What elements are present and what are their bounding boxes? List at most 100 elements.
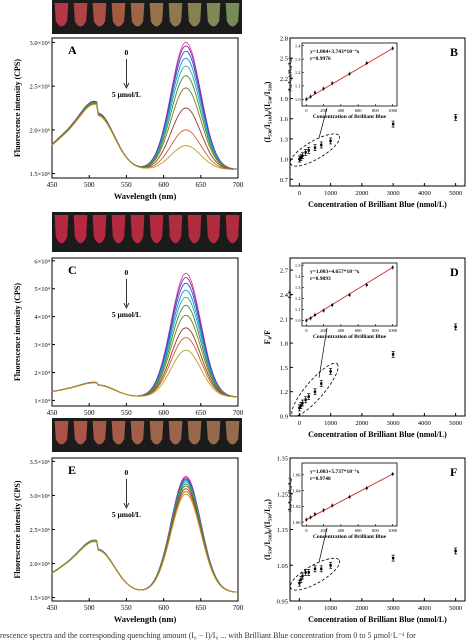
spectra-panel-C: 450 500 550 600 650 700 1×10⁴ 2×10⁴ 3×10⁴ 4×10⁴ 5×…	[13, 212, 244, 429]
inset-x-axis-label: Concentration of Brilliant Blue	[313, 534, 387, 540]
tube	[54, 3, 69, 27]
arrow-top-label: 0	[125, 48, 129, 57]
series-line	[51, 480, 239, 593]
inset-x-axis-label: Concentration of Brilliant Blue	[313, 334, 387, 340]
data-point	[329, 370, 332, 373]
plot-frame	[51, 257, 239, 407]
zoom-pointer	[318, 527, 328, 563]
y-tick-label: 1.05	[277, 563, 288, 570]
tube	[130, 3, 145, 27]
arrow-bottom-label: 5 μmol/L	[112, 510, 141, 519]
y-tick-label: 0.95	[277, 599, 288, 606]
inset-x-tick-label: 400	[337, 528, 345, 533]
tube	[206, 3, 221, 27]
inset-x-tick-label: 600	[355, 328, 363, 333]
y-tick-label: 5×10⁴	[34, 286, 50, 293]
y-tick-label: 3.0×10⁶	[29, 493, 50, 500]
tube	[168, 3, 183, 27]
inset-data-point	[391, 473, 394, 476]
y-tick-label: 1.15	[277, 527, 288, 534]
inset-x-tick-label: 800	[372, 328, 380, 333]
tube	[92, 215, 107, 244]
series-line	[51, 104, 238, 170]
y-tick-label: 1.35	[277, 456, 288, 463]
x-tick-label: 550	[121, 604, 132, 612]
x-tick-label: 4000	[418, 605, 431, 612]
arrow-top-label: 0	[125, 468, 129, 477]
data-point	[298, 581, 301, 585]
inset-data-point	[331, 504, 334, 507]
arrow-top-label: 0	[125, 268, 129, 277]
x-tick-label: 500	[84, 409, 95, 417]
x-tick-label: 3000	[387, 420, 400, 427]
panel-label: C	[68, 263, 77, 277]
x-tick-label: 1000	[324, 190, 337, 197]
inset-r-value: r=0.9976	[310, 56, 331, 62]
x-axis-label: Wavelength (nm)	[114, 614, 177, 624]
data-point	[304, 571, 307, 574]
x-tick-label: 550	[121, 181, 132, 189]
series-line	[51, 282, 239, 398]
data-point	[304, 398, 307, 401]
data-point	[313, 567, 317, 571]
tube	[92, 3, 107, 27]
tube	[149, 215, 164, 244]
x-tick-label: 1000	[324, 605, 337, 612]
spectra-panel-A: 450 500 550 600 650 700 1.5×10⁶ 2.0×10⁶ 2.5×10⁶ 3…	[13, 0, 244, 201]
inset-x-tick-label: 0	[305, 528, 308, 533]
series-line	[51, 475, 239, 593]
inset-y-tick-label: 1.04	[293, 488, 302, 493]
y-axis-label: F₀/F	[263, 330, 272, 345]
tube	[111, 215, 126, 244]
data-point	[299, 578, 303, 581]
plot-frame	[51, 457, 239, 602]
series-line	[51, 493, 239, 593]
x-tick-label: 650	[196, 409, 207, 417]
data-point	[320, 143, 323, 147]
x-tick-label: 450	[47, 181, 58, 189]
x-tick-label: 0	[298, 190, 301, 197]
y-tick-label: 1.25	[277, 491, 288, 498]
data-point	[320, 382, 323, 385]
x-tick-label: 2000	[355, 605, 368, 612]
x-tick-label: 450	[47, 409, 58, 417]
inset-y-tick-label: 1.0	[295, 318, 301, 323]
y-axis-label: (I₅₃₀/I₅₁₀)₀/(I₅₃₀/I₅₁₀)	[263, 81, 272, 142]
calibration-panel-D: 0 1000 2000 3000 4000 50000.91.21.51.82.12.42…	[263, 257, 466, 439]
x-tick-label: 700	[233, 409, 244, 417]
inset-x-tick-label: 1000	[388, 328, 398, 333]
y-tick-label: 1.0	[280, 157, 288, 164]
inset-data-point	[313, 513, 316, 516]
series-line	[51, 483, 239, 593]
tube	[92, 421, 107, 445]
data-point	[307, 149, 310, 152]
y-tick-label: 1.5×10⁶	[29, 595, 50, 602]
inset-data-point	[305, 98, 308, 101]
series-line	[51, 490, 239, 593]
tube	[54, 421, 69, 445]
inset-y-tick-label: 1.2	[295, 296, 301, 301]
data-point	[307, 571, 310, 574]
y-tick-label: 2.0×10⁶	[29, 127, 50, 134]
x-tick-label: 650	[196, 604, 207, 612]
tube	[187, 215, 202, 244]
inset-y-tick-label: 1.1	[295, 84, 301, 89]
inset-x-tick-label: 1000	[388, 528, 398, 533]
series-line	[51, 305, 239, 398]
data-point	[454, 325, 457, 329]
x-tick-label: 450	[47, 604, 58, 612]
inset-x-tick-label: 400	[337, 108, 345, 113]
cluster-ellipse	[289, 133, 341, 167]
calibration-panel-B: 0 1000 2000 3000 4000 50000.71.01.31.61.92.22…	[263, 36, 466, 209]
y-tick-label: 2.2	[280, 76, 288, 83]
tube	[187, 3, 202, 27]
tube	[206, 421, 221, 445]
arrow-head	[123, 502, 130, 509]
inset-r-value: r=0.9748	[310, 476, 331, 482]
spectra-panel-E: 450 500 550 600 650 700 1.5×10⁶ 2.0×10⁶ 2.5×10⁶ 3…	[13, 418, 244, 624]
data-point	[313, 146, 317, 149]
panel-label: F	[450, 465, 457, 479]
data-point	[298, 406, 301, 410]
y-tick-label: 2×10⁴	[34, 370, 50, 377]
